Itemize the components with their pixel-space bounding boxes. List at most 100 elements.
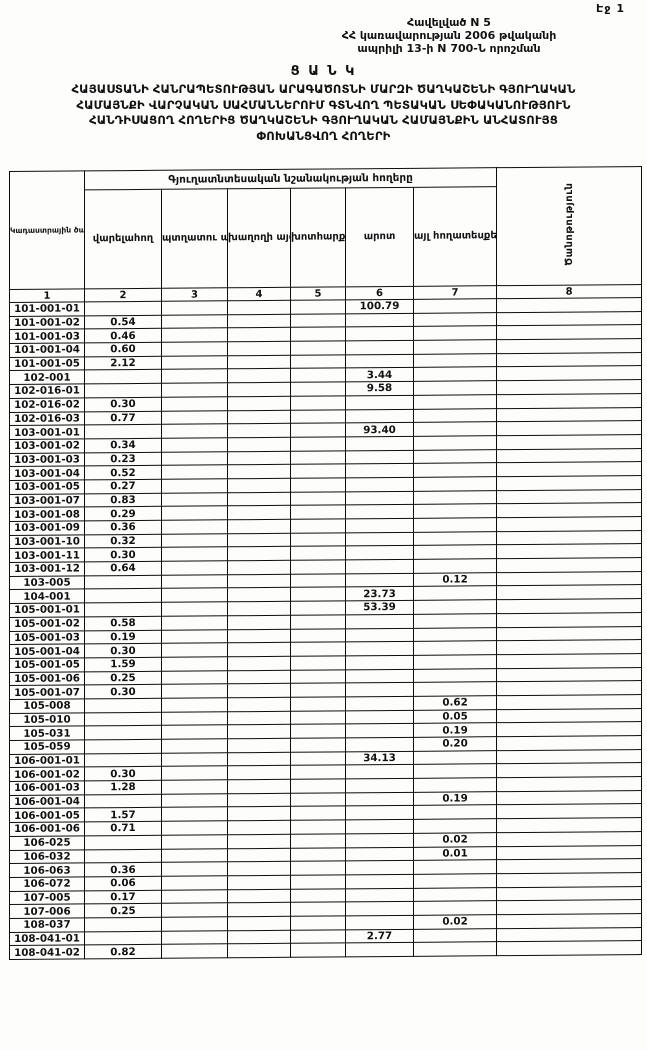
area-value-cell: [290, 450, 346, 465]
area-value-cell: [290, 559, 346, 575]
area-value-cell: [496, 393, 642, 409]
area-value-cell: [84, 752, 162, 768]
area-value-cell: 0.01: [413, 846, 497, 861]
cadastral-code-cell: 106-001-06: [9, 822, 85, 837]
area-value-cell: [227, 861, 291, 876]
area-value-cell: [496, 557, 642, 573]
area-value-cell: [290, 381, 346, 397]
area-value-cell: [84, 917, 162, 932]
cadastral-code-cell: 106-001-03: [9, 780, 85, 796]
area-value-cell: [413, 476, 497, 491]
area-value-cell: [496, 297, 642, 313]
area-value-cell: [290, 655, 346, 670]
area-value-cell: 0.12: [413, 572, 497, 587]
area-value-cell: [290, 833, 346, 848]
area-value-cell: [496, 735, 642, 751]
area-value-cell: 0.34: [84, 438, 162, 453]
area-value-cell: [227, 546, 291, 561]
area-value-cell: [227, 765, 291, 780]
cadastral-code-cell: 108-037: [9, 917, 85, 933]
area-value-cell: 0.60: [84, 342, 162, 357]
area-value-cell: 0.19: [84, 629, 162, 645]
area-value-cell: [227, 929, 291, 945]
cadastral-code-cell: 106-001-01: [9, 753, 85, 768]
cadastral-code-cell: 101-001-02: [9, 315, 85, 330]
area-value-cell: [161, 629, 228, 644]
area-value-cell: [345, 901, 414, 916]
area-value-cell: [227, 560, 291, 575]
area-value-cell: [345, 354, 414, 369]
area-value-cell: [161, 506, 228, 521]
cadastral-code-cell: 108-041-01: [9, 931, 85, 946]
area-value-cell: [84, 383, 162, 398]
area-value-cell: [290, 299, 346, 314]
area-value-cell: 0.20: [413, 736, 497, 752]
area-value-cell: [496, 899, 642, 915]
area-value-cell: 0.54: [84, 314, 162, 330]
area-value-cell: [290, 477, 346, 492]
area-value-cell: [413, 654, 497, 669]
area-value-cell: [496, 858, 642, 874]
area-value-cell: [227, 806, 291, 821]
area-value-cell: [227, 355, 291, 370]
area-value-cell: [345, 915, 414, 930]
area-value-cell: 23.73: [345, 586, 414, 601]
cadastral-code-cell: 103-001-09: [9, 520, 85, 536]
area-value-cell: [84, 848, 162, 864]
area-value-cell: [345, 682, 414, 697]
area-value-cell: [227, 628, 291, 643]
area-value-cell: [496, 324, 642, 340]
area-value-cell: [161, 355, 228, 370]
area-value-cell: [290, 929, 346, 944]
area-value-cell: [290, 505, 346, 520]
area-value-cell: [227, 738, 291, 753]
document-subtitle: ՀԱՅԱՍՏԱՆԻ ՀԱՆՐԱՊԵՏՈՒԹՅԱՆ ԱՐԱԳԱԾՈՏՆԻ ՄԱՐԶ…: [0, 82, 647, 144]
area-value-cell: [345, 504, 414, 519]
area-value-cell: [161, 684, 228, 699]
area-value-cell: [496, 338, 642, 354]
area-value-cell: [345, 668, 414, 684]
area-value-cell: [290, 532, 346, 547]
area-value-cell: [227, 437, 291, 452]
area-value-cell: [345, 436, 414, 451]
area-value-cell: [345, 518, 414, 533]
area-value-cell: [496, 680, 642, 696]
area-value-cell: 100.79: [345, 299, 414, 314]
area-value-cell: [496, 407, 642, 422]
appendix-line: ՀՀ կառավարության 2006 թվականի: [341, 29, 557, 42]
column-header-hayfield: խոտհարք: [290, 187, 346, 288]
area-value-cell: [413, 764, 497, 779]
area-value-cell: [496, 940, 642, 956]
area-value-cell: 0.17: [84, 889, 162, 905]
cadastral-code-cell: 103-001-11: [9, 548, 85, 563]
area-value-cell: [161, 574, 228, 589]
area-value-cell: [227, 669, 291, 685]
area-value-cell: [345, 408, 414, 424]
area-value-cell: [161, 725, 228, 740]
column-number: 4: [227, 287, 291, 301]
note-header-vertical-label: Ծանոթություն: [563, 182, 575, 267]
area-value-cell: [496, 612, 642, 628]
area-value-cell: [161, 807, 228, 822]
area-value-cell: [496, 311, 642, 327]
area-value-cell: [161, 533, 228, 548]
area-value-cell: [84, 698, 162, 713]
cadastral-code-cell: 103-001-03: [9, 452, 85, 467]
area-value-cell: [227, 793, 291, 808]
area-value-cell: [290, 409, 346, 424]
area-value-cell: [345, 326, 414, 341]
area-value-cell: [227, 532, 291, 548]
area-value-cell: [227, 450, 291, 466]
area-value-cell: [496, 927, 642, 942]
subtitle-line: ՓՈԽԱՆՑՎՈՂ ՀՈՂԵՐԻ: [256, 128, 391, 143]
area-value-cell: [413, 873, 497, 888]
area-value-cell: [227, 491, 291, 507]
area-value-cell: [345, 764, 414, 779]
area-value-cell: 0.05: [413, 709, 497, 724]
area-value-cell: [161, 423, 228, 439]
area-value-cell: [413, 859, 497, 875]
area-value-cell: [290, 888, 346, 903]
area-value-cell: 0.82: [84, 944, 162, 959]
area-value-cell: [496, 461, 642, 477]
column-header-orchard: պտղատու այգի: [161, 188, 228, 289]
